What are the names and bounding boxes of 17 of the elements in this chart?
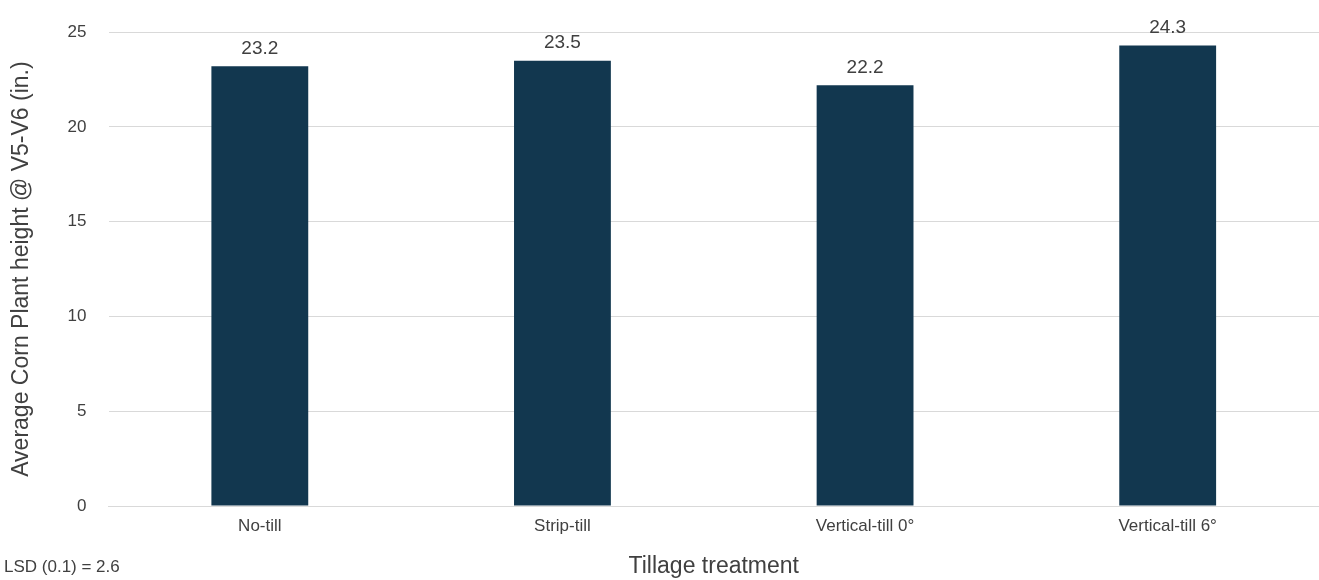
data-label: 22.2 <box>846 56 884 77</box>
y-tick-label: 0 <box>77 495 87 515</box>
data-label: 23.5 <box>543 31 581 53</box>
data-label: 23.2 <box>241 37 279 59</box>
y-tick-label: 10 <box>67 306 87 326</box>
y-tick-label: 25 <box>67 21 87 41</box>
y-axis-title: Average Corn Plant height @ V5-V6 (in.) <box>7 61 34 477</box>
x-tick-label: No-till <box>238 515 282 535</box>
text: LSD (0.1) = 2.6 <box>4 557 120 577</box>
y-tick-label: 20 <box>67 116 87 136</box>
y-tick-label: 15 <box>67 211 87 231</box>
data-label: 24.3 <box>1149 16 1187 38</box>
x-tick-label: Vertical-till 0° <box>815 515 915 535</box>
x-axis-title: Tillage treatment <box>628 551 800 578</box>
x-tick-label: Strip-till <box>534 515 591 535</box>
x-tick-label: Vertical-till 6° <box>1118 515 1217 535</box>
y-tick-label: 5 <box>77 400 87 420</box>
